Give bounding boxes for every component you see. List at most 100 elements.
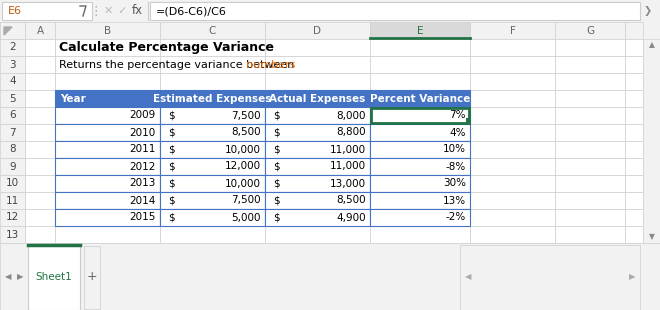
Bar: [370, 39, 470, 56]
Text: ❯: ❯: [644, 6, 652, 16]
Text: C: C: [209, 25, 216, 36]
Bar: [370, 192, 470, 209]
Text: 11,000: 11,000: [330, 144, 366, 154]
Bar: [25, 192, 55, 209]
Text: 8,000: 8,000: [337, 110, 366, 121]
Bar: [370, 209, 470, 226]
Text: 8,500: 8,500: [232, 127, 261, 138]
Text: 2013: 2013: [129, 179, 156, 188]
Text: 11: 11: [6, 196, 19, 206]
Bar: [0, 141, 25, 158]
Bar: [160, 175, 265, 192]
Bar: [470, 209, 555, 226]
Bar: [0, 22, 25, 39]
Text: 7: 7: [9, 127, 16, 138]
Bar: [25, 124, 55, 141]
Text: ◀: ◀: [5, 272, 11, 281]
Text: 5: 5: [9, 94, 16, 104]
Bar: [25, 107, 55, 124]
Bar: [0, 90, 25, 107]
Text: 2014: 2014: [129, 196, 156, 206]
Bar: [265, 107, 370, 124]
Text: -2%: -2%: [446, 212, 466, 223]
Bar: [160, 39, 265, 56]
Bar: [265, 158, 370, 175]
Text: 2: 2: [9, 42, 16, 52]
Bar: [265, 141, 370, 158]
Text: $: $: [168, 212, 175, 223]
Text: $: $: [168, 196, 175, 206]
Bar: [55, 90, 160, 107]
Bar: [160, 107, 265, 124]
Text: 2015: 2015: [129, 212, 156, 223]
Bar: [160, 209, 265, 226]
Bar: [160, 226, 265, 243]
Bar: [470, 22, 555, 39]
Bar: [25, 56, 55, 73]
Text: $: $: [273, 127, 280, 138]
Text: fx: fx: [132, 5, 143, 17]
Bar: [555, 56, 625, 73]
Bar: [55, 124, 160, 141]
Bar: [625, 209, 643, 226]
Bar: [470, 192, 555, 209]
Bar: [55, 107, 160, 124]
Text: 7,500: 7,500: [232, 196, 261, 206]
Text: ▶: ▶: [16, 272, 23, 281]
Text: 13,000: 13,000: [330, 179, 366, 188]
Bar: [370, 175, 470, 192]
Bar: [265, 175, 370, 192]
Text: Calculate Percentage Variance: Calculate Percentage Variance: [59, 41, 274, 54]
Bar: [265, 209, 370, 226]
Text: 13%: 13%: [443, 196, 466, 206]
Text: 8,800: 8,800: [337, 127, 366, 138]
Bar: [160, 124, 265, 141]
Bar: [160, 56, 265, 73]
Text: 11,000: 11,000: [330, 162, 366, 171]
Bar: [370, 90, 470, 107]
Text: 4,900: 4,900: [337, 212, 366, 223]
Bar: [55, 39, 160, 56]
Text: G: G: [586, 25, 594, 36]
Bar: [160, 73, 265, 90]
Bar: [0, 107, 25, 124]
Bar: [55, 192, 160, 209]
Bar: [370, 141, 470, 158]
Bar: [160, 124, 265, 141]
Bar: [555, 192, 625, 209]
Text: 8: 8: [9, 144, 16, 154]
Bar: [160, 209, 265, 226]
Text: 12: 12: [6, 212, 19, 223]
Bar: [265, 90, 370, 107]
Polygon shape: [4, 27, 12, 35]
Bar: [55, 192, 160, 209]
Bar: [0, 22, 660, 39]
Bar: [55, 209, 160, 226]
Bar: [55, 22, 160, 39]
Bar: [625, 124, 643, 141]
Bar: [0, 39, 25, 56]
Bar: [625, 226, 643, 243]
Bar: [470, 56, 555, 73]
Bar: [25, 158, 55, 175]
Bar: [55, 226, 160, 243]
Bar: [625, 158, 643, 175]
Bar: [265, 141, 370, 158]
Bar: [555, 73, 625, 90]
Bar: [0, 209, 25, 226]
Bar: [625, 192, 643, 209]
Bar: [160, 158, 265, 175]
Bar: [265, 124, 370, 141]
Text: D: D: [314, 25, 321, 36]
Bar: [55, 73, 160, 90]
Bar: [265, 158, 370, 175]
Bar: [0, 192, 25, 209]
Bar: [265, 175, 370, 192]
Bar: [370, 158, 470, 175]
Bar: [265, 73, 370, 90]
Bar: [25, 22, 55, 39]
Bar: [466, 118, 471, 123]
Bar: [25, 39, 55, 56]
Bar: [160, 192, 265, 209]
Bar: [0, 243, 660, 310]
